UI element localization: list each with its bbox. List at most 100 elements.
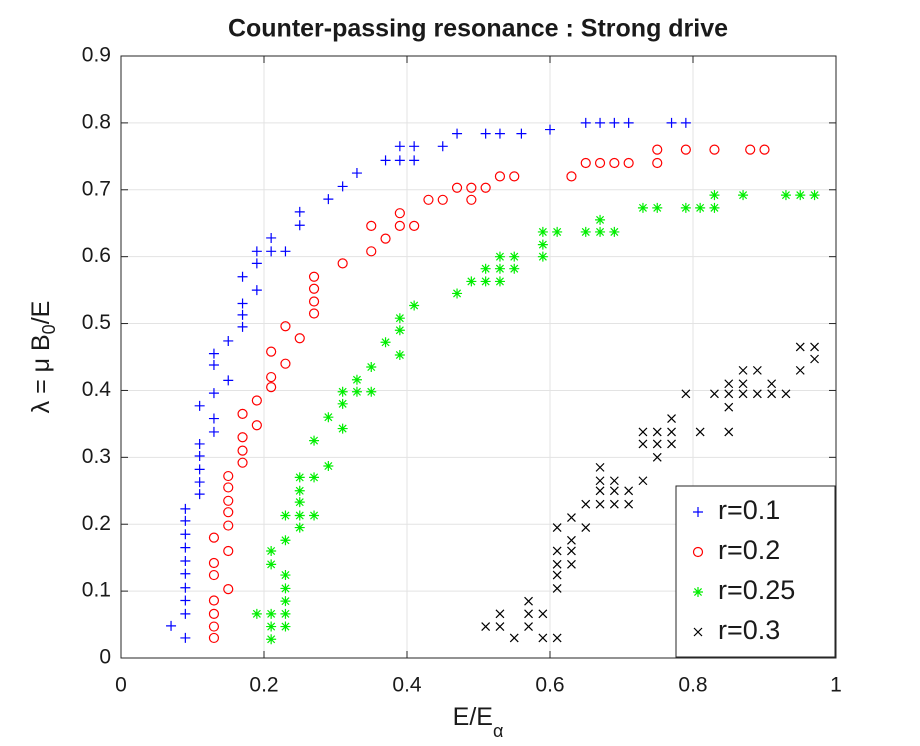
data-point (695, 202, 706, 213)
data-point (545, 124, 555, 135)
data-point (516, 128, 527, 139)
data-point (437, 194, 448, 205)
data-point (480, 128, 491, 139)
data-point (567, 513, 576, 522)
y-tick-label: 0.2 (82, 512, 111, 535)
data-point (280, 358, 291, 369)
data-point (180, 568, 191, 579)
data-point (581, 499, 591, 509)
data-point (409, 220, 420, 231)
data-point (337, 386, 348, 397)
data-point (780, 190, 791, 201)
data-point (194, 489, 205, 500)
data-point (251, 246, 262, 257)
data-point (595, 214, 606, 225)
data-point (480, 182, 491, 193)
data-point (724, 427, 734, 437)
data-point (695, 427, 705, 437)
data-point (208, 608, 220, 619)
data-point (394, 349, 405, 360)
data-point (366, 246, 377, 257)
data-point (595, 476, 605, 486)
data-point (266, 608, 277, 619)
data-point (208, 632, 220, 644)
y-tick-label: 0.3 (82, 445, 111, 468)
y-tick-label: 0.5 (82, 311, 111, 334)
data-point (223, 495, 234, 506)
data-point (294, 510, 305, 521)
data-point (609, 476, 619, 486)
data-point (552, 226, 563, 237)
data-point (280, 570, 291, 581)
data-point (552, 523, 562, 532)
data-point (595, 462, 605, 472)
data-point (337, 181, 348, 192)
data-point (552, 584, 562, 593)
data-point (609, 486, 619, 496)
data-point (223, 335, 234, 346)
data-point (180, 632, 191, 643)
data-point (652, 157, 663, 169)
data-point (208, 360, 219, 371)
data-point (180, 542, 191, 553)
data-point (481, 622, 491, 631)
data-point (552, 559, 562, 569)
data-point (251, 285, 262, 296)
data-point (667, 427, 676, 437)
data-point (638, 439, 648, 449)
data-point (309, 472, 320, 483)
data-point (380, 233, 391, 244)
data-point (280, 608, 291, 619)
data-point (552, 633, 562, 643)
data-point (266, 545, 277, 556)
data-point (394, 155, 405, 166)
data-point (466, 276, 477, 287)
data-point (323, 461, 334, 472)
y-tick-label: 0.4 (82, 378, 112, 401)
data-point (495, 609, 505, 619)
data-point (266, 232, 277, 243)
data-point (509, 171, 520, 182)
data-point (623, 157, 634, 169)
data-point (409, 141, 420, 152)
data-point (466, 182, 477, 193)
data-point (409, 155, 420, 166)
legend-marker (693, 507, 703, 517)
data-point (466, 194, 477, 205)
data-point (294, 485, 305, 496)
data-point (580, 157, 591, 169)
data-point (237, 408, 248, 419)
data-point (394, 220, 405, 231)
data-point (494, 276, 505, 287)
data-point (280, 510, 291, 521)
data-point (194, 438, 205, 449)
data-point (223, 482, 234, 493)
legend-marker (692, 546, 704, 558)
data-point (767, 379, 777, 389)
data-point (623, 117, 634, 128)
legend: r=0.1 r=0.2 r=0.25 r=0.3 (675, 485, 836, 658)
data-point (624, 486, 634, 496)
data-point (223, 545, 234, 557)
data-point (194, 450, 205, 461)
data-point (795, 365, 805, 375)
data-point (337, 423, 348, 434)
data-point (795, 190, 806, 201)
x-tick-label: 0.6 (535, 674, 564, 697)
data-point (394, 313, 405, 324)
data-point (409, 300, 420, 311)
data-point (480, 276, 491, 287)
data-point (494, 171, 506, 182)
data-point (380, 337, 391, 348)
plot-frame (120, 55, 837, 659)
data-point (351, 168, 362, 179)
data-point (759, 144, 770, 155)
data-point (266, 382, 277, 393)
data-point (810, 354, 819, 364)
data-point (251, 258, 262, 269)
data-point (251, 395, 262, 406)
data-point (308, 308, 320, 319)
data-point (223, 375, 234, 386)
data-point (580, 117, 591, 128)
x-axis-label: E/Eα (453, 703, 504, 741)
